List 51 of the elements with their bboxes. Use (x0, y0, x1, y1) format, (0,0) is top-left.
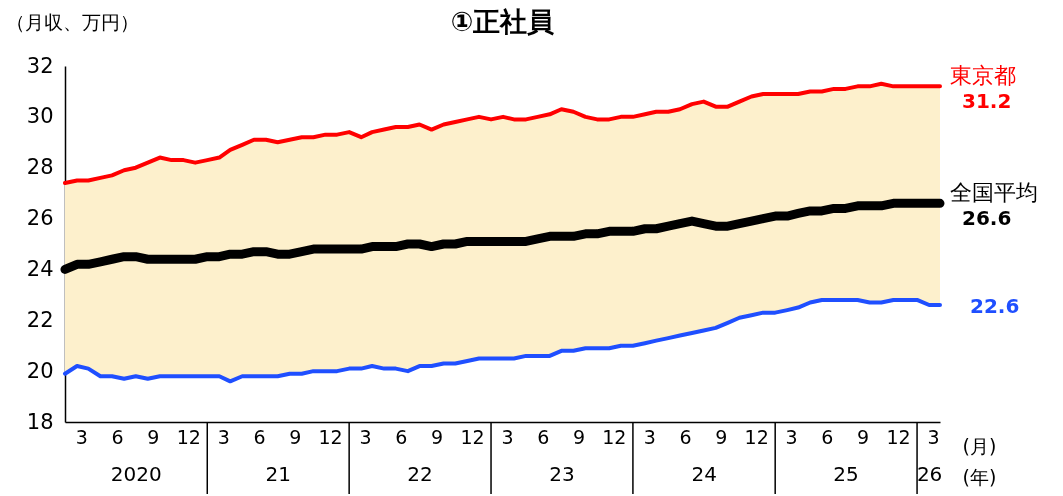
x-tick-label: 3 (927, 425, 940, 448)
x-tick-label: 6 (537, 425, 550, 448)
x2-tick-label: 21 (265, 461, 291, 486)
x-tick-label: 3 (785, 425, 798, 448)
y-tick-label: 18 (26, 409, 54, 434)
y-tick-label: 30 (26, 104, 54, 129)
line-series (63, 297, 942, 384)
x-tick-label: 9 (572, 425, 586, 448)
x-tick-label: 12 (744, 425, 769, 448)
data-label: 22.6 (970, 294, 1020, 319)
x2-tick-label: 22 (407, 461, 433, 486)
x-tick-label: 6 (253, 425, 266, 448)
y-tick-label: 26 (26, 206, 54, 231)
data-label: 31.2 (962, 89, 1012, 114)
x-tick-label: 6 (395, 425, 408, 448)
x-tick-label: 6 (679, 425, 692, 448)
x-tick-label: 9 (857, 425, 870, 448)
y-axis-title: （月収、万円） (5, 10, 139, 33)
x-axis-title: (月) (962, 434, 997, 457)
x-tick-label: 6 (821, 425, 834, 448)
x2-tick-label: 25 (833, 461, 859, 486)
x-tick-label: 9 (715, 425, 728, 448)
x-tick-label: 12 (176, 425, 201, 448)
y-tick-label: 32 (26, 53, 54, 78)
y-tick-label: 28 (26, 155, 54, 180)
x-tick-label: 12 (460, 425, 485, 448)
x2-tick-label: 24 (691, 461, 717, 486)
x-tick-label: 12 (318, 425, 343, 448)
chart-title: ①正社員 (450, 6, 555, 37)
x-tick-label: 6 (111, 425, 124, 448)
x-tick-label: 12 (886, 425, 911, 448)
y-tick-label: 22 (26, 307, 54, 332)
x-tick-label: 3 (359, 425, 372, 448)
data-label: 26.6 (962, 206, 1012, 231)
line-series (63, 81, 942, 185)
x-tick-label: 3 (75, 425, 88, 448)
series-label: 全国平均 (950, 180, 1038, 206)
x-tick-label: 12 (602, 425, 627, 448)
x-tick-label: 3 (501, 425, 514, 448)
x-tick-label: 3 (643, 425, 656, 448)
x2-tick-label: 2020 (110, 461, 162, 486)
x-tick-label: 3 (217, 425, 230, 448)
x2-axis-title: (年) (962, 465, 997, 488)
x-tick-label: 9 (431, 425, 444, 448)
y-tick-label: 24 (26, 256, 54, 281)
y-tick-label: 20 (26, 358, 54, 383)
x2-tick-label: 26 (916, 461, 943, 486)
x2-tick-label: 23 (549, 461, 575, 486)
series-label: 東京都 (950, 63, 1016, 89)
x-tick-label: 9 (289, 425, 302, 448)
x-tick-label: 9 (147, 425, 160, 448)
